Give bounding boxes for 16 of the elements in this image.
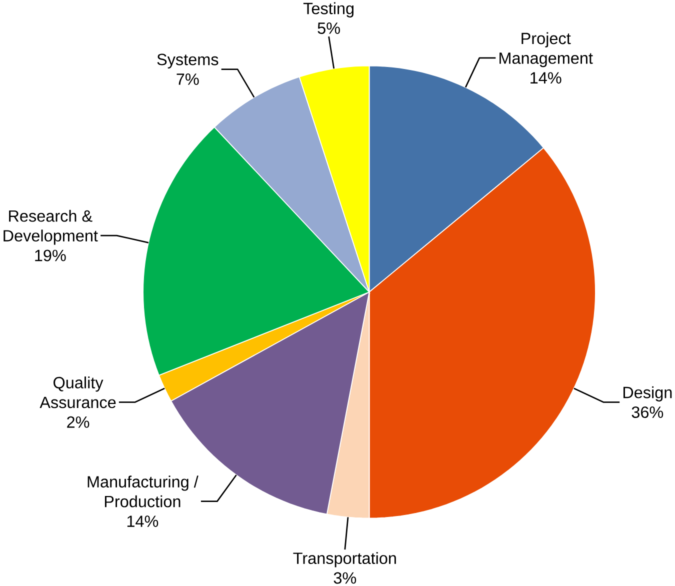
slice-label: Transportation	[293, 552, 396, 568]
slice-label: Project Management	[500, 32, 593, 68]
slice-label: Systems	[157, 54, 218, 68]
slice-label: Testing	[303, 2, 354, 18]
data-label: 19%	[35, 250, 66, 262]
data-label: 2%	[67, 416, 90, 428]
data-label: 14%	[127, 516, 158, 527]
slice-label: Quality Assurance	[40, 376, 116, 408]
data-label: 3%	[334, 572, 356, 584]
data-label: 5%	[318, 22, 340, 34]
slice-label: Manufacturing / Production	[88, 476, 198, 508]
data-label: 7%	[176, 74, 199, 85]
data-label: 36%	[632, 406, 664, 418]
slice-label: Design	[623, 386, 672, 402]
slice-label: Research & Development	[4, 210, 98, 245]
data-label: 14%	[530, 72, 562, 84]
